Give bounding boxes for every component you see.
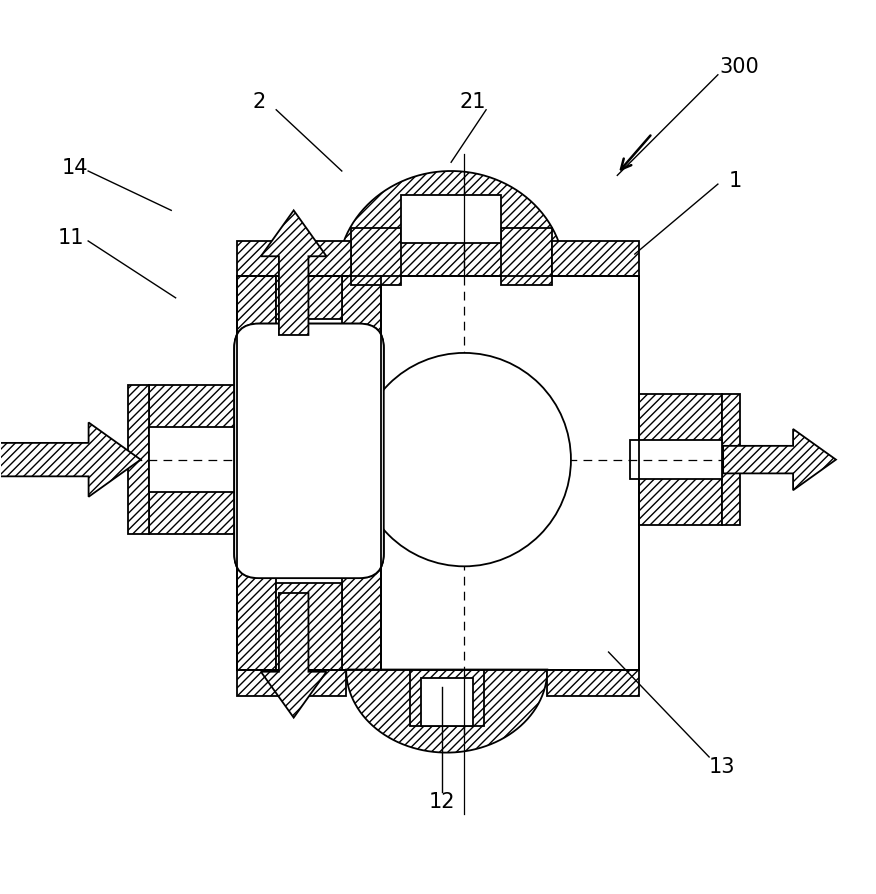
Polygon shape: [410, 670, 484, 727]
Polygon shape: [237, 276, 639, 670]
Text: 12: 12: [429, 791, 456, 811]
Polygon shape: [548, 670, 639, 696]
FancyBboxPatch shape: [234, 325, 384, 578]
Polygon shape: [381, 276, 639, 670]
Circle shape: [357, 353, 571, 567]
Polygon shape: [237, 670, 346, 696]
Polygon shape: [337, 172, 565, 276]
Polygon shape: [631, 441, 722, 480]
Polygon shape: [723, 429, 836, 491]
Polygon shape: [276, 276, 342, 320]
Polygon shape: [276, 583, 342, 670]
Polygon shape: [128, 386, 150, 535]
Polygon shape: [401, 196, 501, 243]
Polygon shape: [420, 679, 473, 727]
Polygon shape: [150, 386, 237, 535]
FancyBboxPatch shape: [234, 325, 384, 578]
Text: 11: 11: [58, 227, 84, 248]
Text: 1: 1: [729, 171, 742, 190]
Polygon shape: [552, 241, 639, 276]
Polygon shape: [346, 670, 548, 753]
Text: 2: 2: [252, 92, 265, 112]
Polygon shape: [342, 276, 381, 670]
Text: 14: 14: [62, 157, 88, 177]
Polygon shape: [237, 276, 276, 670]
Polygon shape: [639, 394, 722, 526]
Text: 300: 300: [720, 57, 759, 77]
Polygon shape: [722, 394, 739, 526]
Text: 13: 13: [709, 756, 736, 776]
Polygon shape: [261, 211, 327, 335]
Bar: [237, 276, 639, 670]
Text: 21: 21: [460, 92, 486, 112]
Polygon shape: [237, 241, 350, 276]
Polygon shape: [501, 229, 552, 285]
Polygon shape: [150, 427, 245, 493]
Polygon shape: [261, 594, 327, 718]
Polygon shape: [237, 276, 381, 670]
Polygon shape: [0, 423, 141, 497]
Polygon shape: [350, 229, 401, 285]
